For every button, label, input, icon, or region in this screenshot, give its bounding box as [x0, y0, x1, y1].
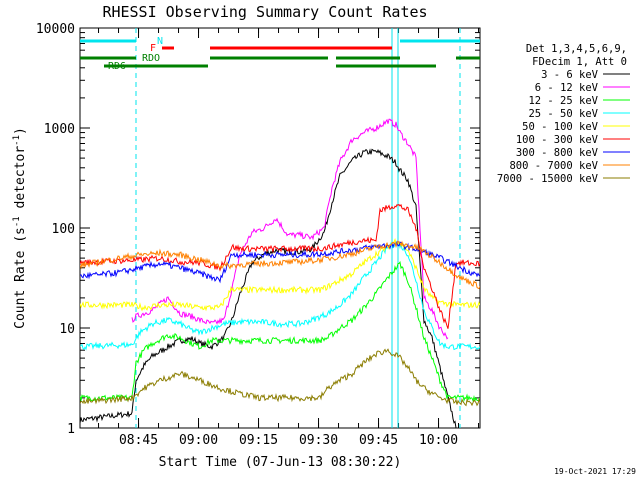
- night-flag-label: N: [157, 36, 163, 47]
- x-tick-label: 09:00: [179, 433, 218, 448]
- rd6-flag-label: RD6: [108, 61, 126, 72]
- flare-flag-label: F: [150, 43, 156, 54]
- legend-entry-label: 3 - 6 keV: [541, 69, 599, 81]
- y-tick-label: 100: [52, 222, 75, 237]
- series-line: [80, 348, 480, 407]
- series-line: [80, 240, 480, 284]
- chart-title: RHESSI Observing Summary Count Rates: [102, 3, 427, 21]
- x-axis: 08:45 09:00 09:15 09:30 09:45 10:00: [98, 28, 480, 448]
- legend-entry-label: 12 - 25 keV: [528, 95, 598, 107]
- y-tick-label: 10: [59, 322, 75, 337]
- series-line: [80, 260, 480, 403]
- legend-entry-label: 100 - 300 keV: [516, 134, 599, 146]
- legend-entry-label: 300 - 800 keV: [516, 147, 599, 159]
- rdo-flag-label: RDO: [142, 53, 160, 64]
- legend-entry-label: 800 - 7000 keV: [509, 160, 598, 172]
- x-tick-label: 10:00: [419, 433, 458, 448]
- series-lines: [80, 118, 480, 428]
- time-markers: [135, 28, 461, 428]
- y-tick-label: 1: [67, 422, 75, 437]
- legend-entry-label: 6 - 12 keV: [535, 82, 599, 94]
- y-axis: 1 10 100 1000 10000: [36, 22, 480, 437]
- legend-header: FDecim 1, Att 0: [532, 56, 627, 68]
- legend-entry-label: 25 - 50 keV: [528, 108, 598, 120]
- x-axis-label: Start Time (07-Jun-13 08:30:22): [159, 455, 402, 470]
- series-line: [80, 203, 480, 329]
- y-tick-label: 1000: [44, 122, 75, 137]
- legend-header: Det 1,3,4,5,6,9,: [526, 43, 627, 55]
- legend-entry-label: 50 - 100 keV: [522, 121, 599, 133]
- series-line: [80, 240, 480, 290]
- series-line: [80, 237, 480, 312]
- x-tick-label: 08:45: [119, 433, 158, 448]
- legend-entry-label: 7000 - 15000 keV: [497, 173, 599, 185]
- y-axis-label: Count Rate (s-1 detector-1): [12, 127, 28, 329]
- x-tick-label: 09:15: [239, 433, 278, 448]
- legend: Det 1,3,4,5,6,9,FDecim 1, Att 03 - 6 keV…: [497, 43, 630, 185]
- timestamp: 19-Oct-2021 17:29: [554, 467, 636, 476]
- x-tick-label: 09:45: [359, 433, 398, 448]
- x-tick-label: 09:30: [299, 433, 338, 448]
- series-line: [131, 118, 449, 340]
- series-line: [80, 240, 480, 351]
- series-line: [80, 148, 457, 428]
- y-tick-label: 10000: [36, 22, 75, 37]
